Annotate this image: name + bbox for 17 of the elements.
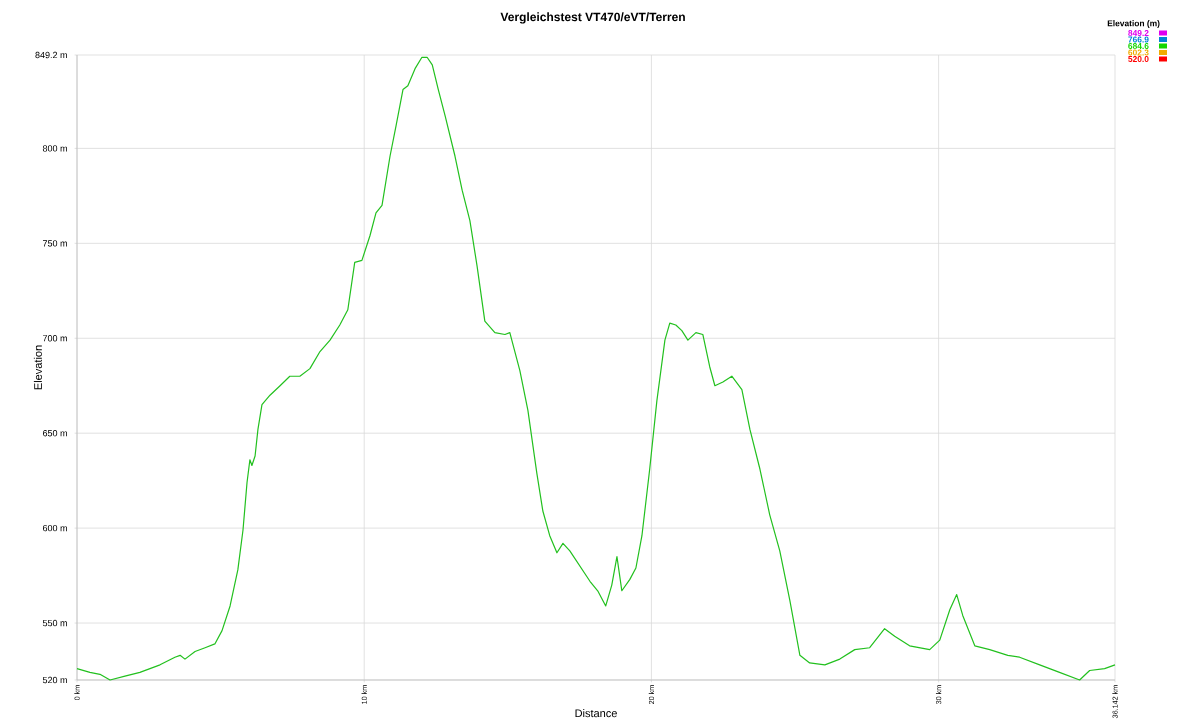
color-bar-label: 520.0 xyxy=(1128,56,1149,62)
y-tick-label: 700 m xyxy=(42,335,67,342)
y-tick-label: 520 m xyxy=(42,676,67,684)
y-tick-label: 800 m xyxy=(42,145,67,152)
color-bar-label: 684.6 xyxy=(1128,43,1149,49)
y-tick-label: 650 m xyxy=(42,430,67,437)
chart-title: Vergleichstest VT470/eVT/Terren xyxy=(500,12,685,24)
y-tick-label: 550 m xyxy=(42,619,67,627)
color-bar-label: 602.3 xyxy=(1128,49,1149,56)
y-tick-label: 600 m xyxy=(42,524,67,532)
y-axis-title: Elevation xyxy=(33,345,42,390)
y-tick-label: 750 m xyxy=(42,240,67,247)
color-bar-label: 849.2 xyxy=(1128,30,1149,36)
color-bar-label: 766.9 xyxy=(1128,36,1149,43)
x-axis-title: Distance xyxy=(575,709,617,718)
color-bar-title: Elevation (m) xyxy=(1107,20,1160,28)
y-tick-label: 849.2 m xyxy=(35,51,67,59)
